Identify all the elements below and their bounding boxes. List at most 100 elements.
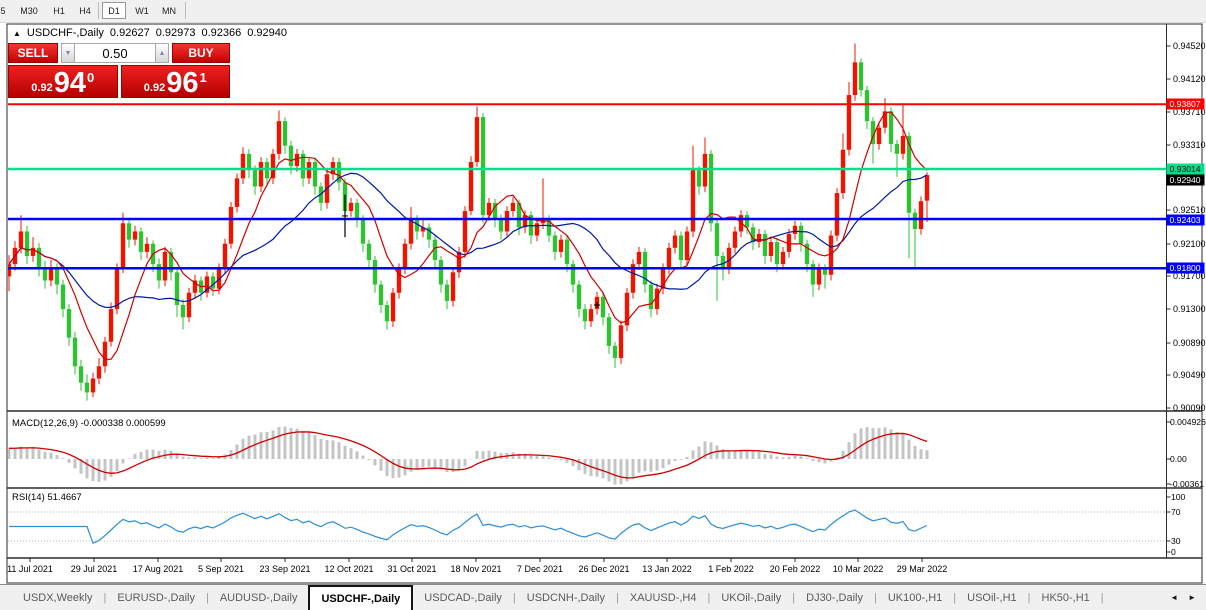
timeframe-button-d1[interactable]: D1: [102, 2, 126, 19]
tab-separator: |: [873, 591, 877, 604]
tab-dj30-daily[interactable]: DJ30-,Daily: [806, 591, 863, 604]
timeframe-button-h4[interactable]: H4: [79, 5, 91, 16]
svg-text:0.91800: 0.91800: [1170, 263, 1201, 273]
scroll-left-icon[interactable]: ◄: [1170, 593, 1179, 602]
svg-text:0.91700: 0.91700: [1173, 271, 1206, 281]
volume-decrease-button[interactable]: ▼: [61, 43, 75, 63]
svg-text:0.90090: 0.90090: [1173, 403, 1206, 413]
svg-text:100: 100: [1171, 492, 1186, 502]
svg-text:29 Jul 2021: 29 Jul 2021: [71, 564, 118, 574]
chevron-up-icon: ▲: [158, 49, 166, 57]
tab-usdx-weekly[interactable]: USDX,Weekly: [23, 591, 93, 604]
buy-price-box[interactable]: 0.92 96 1: [120, 65, 230, 99]
svg-text:0.004926: 0.004926: [1170, 417, 1206, 427]
tab-separator: |: [1100, 591, 1104, 604]
tab-separator: |: [205, 591, 209, 604]
volume-increase-button[interactable]: ▲: [155, 43, 169, 63]
svg-text:-0.00361: -0.00361: [1170, 479, 1204, 489]
tab-uk100-h1[interactable]: UK100-,H1: [887, 591, 943, 604]
tab-separator: |: [953, 591, 957, 604]
buy-price-sup: 1: [199, 70, 207, 85]
svg-text:0.92403: 0.92403: [1170, 215, 1201, 225]
svg-text:0.90890: 0.90890: [1173, 338, 1206, 348]
tab-xauusd-h4[interactable]: XAUUSD-,H4: [629, 591, 697, 604]
tab-separator: |: [103, 591, 107, 604]
svg-text:0.90490: 0.90490: [1173, 370, 1206, 380]
svg-text:0.91300: 0.91300: [1173, 304, 1206, 314]
candles: [8, 43, 930, 401]
svg-text:0.92940: 0.92940: [1170, 175, 1201, 185]
ohlc-open: 0.92627: [109, 27, 150, 39]
svg-text:13 Jan 2022: 13 Jan 2022: [642, 564, 692, 574]
chart-objects[interactable]: [342, 194, 600, 308]
buy-button[interactable]: BUY: [172, 43, 230, 63]
svg-text:30: 30: [1171, 536, 1181, 546]
tab-separator: |: [512, 591, 516, 604]
svg-text:18 Nov 2021: 18 Nov 2021: [450, 564, 501, 574]
tab-scroll-buttons: ◄ ►: [1170, 585, 1206, 610]
rsi-indicator: [8, 509, 1166, 545]
sell-button[interactable]: SELL: [8, 43, 58, 63]
price-tag: 0.92940: [1166, 174, 1205, 186]
svg-text:0.93310: 0.93310: [1173, 140, 1206, 150]
price-axis: 0.94520 0.94120 0.93710 0.93310 0.92510 0.921…: [1166, 41, 1206, 557]
tab-separator: |: [616, 591, 619, 604]
svg-text:7 Dec 2021: 7 Dec 2021: [517, 564, 563, 574]
chart-symbol: USDCHF-,Daily: [26, 27, 104, 39]
timeframe-button-w1[interactable]: W1: [135, 5, 149, 16]
sell-price-big: 94: [53, 67, 86, 99]
svg-text:0.93807: 0.93807: [1170, 99, 1201, 109]
tab-audusd-daily[interactable]: AUDUSD-,Daily: [219, 591, 298, 604]
tab-ukoil-daily[interactable]: UKOil-,Daily: [721, 591, 782, 604]
price-tag: 0.91800: [1166, 262, 1205, 274]
svg-text:0.94520: 0.94520: [1173, 41, 1206, 51]
svg-text:0.93710: 0.93710: [1173, 107, 1206, 117]
sell-price-sup: 0: [86, 70, 95, 85]
svg-text:29 Mar 2022: 29 Mar 2022: [897, 564, 948, 574]
ohlc-low: 0.92366: [201, 27, 242, 39]
timeframe-button-m30[interactable]: M30: [20, 5, 38, 16]
svg-text:10 Mar 2022: 10 Mar 2022: [833, 564, 884, 574]
tab-eurusd-daily[interactable]: EURUSD-,Daily: [117, 591, 195, 604]
tab-separator: |: [1027, 591, 1031, 604]
moving-averages: [8, 111, 928, 360]
ohlc-close: 0.92940: [247, 27, 287, 39]
svg-text:0.94120: 0.94120: [1173, 74, 1206, 84]
tab-usdcnh-daily[interactable]: USDCNH-,Daily: [526, 591, 606, 604]
svg-text:26 Dec 2021: 26 Dec 2021: [578, 564, 629, 574]
price-tag: 0.93807: [1166, 98, 1205, 110]
svg-text:0.93014: 0.93014: [1170, 164, 1201, 174]
toolbar-separator: [185, 2, 186, 19]
macd-indicator: [8, 426, 929, 485]
svg-text:23 Sep 2021: 23 Sep 2021: [259, 564, 310, 574]
tab-separator: |: [707, 591, 711, 604]
tab-usdchf-daily[interactable]: USDCHF-,Daily: [308, 585, 414, 610]
collapse-panel-icon[interactable]: ▲: [13, 28, 21, 38]
buy-price-big: 96: [166, 67, 199, 99]
chart-title: ▲ USDCHF-,Daily 0.92627 0.92973 0.92366 …: [13, 27, 287, 39]
volume-input[interactable]: 0.50: [75, 43, 155, 63]
svg-text:11 Jul 2021: 11 Jul 2021: [7, 564, 53, 574]
timeframe-toolbar: 5 M30 H1 H4 D1 W1 MN: [0, 0, 1206, 23]
scroll-right-icon[interactable]: ►: [1188, 593, 1196, 602]
tab-usdcad-daily[interactable]: USDCAD-,Daily: [424, 591, 502, 604]
date-axis: 11 Jul 2021 29 Jul 2021 17 Aug 2021 5 Sep 2…: [7, 558, 947, 574]
buy-price-small: 0.92: [143, 82, 166, 94]
sell-price-box[interactable]: 0.92 94 0: [8, 65, 118, 98]
timeframe-button-h1[interactable]: H1: [53, 5, 65, 16]
svg-text:0: 0: [1171, 547, 1176, 557]
timeframe-button-5[interactable]: 5: [0, 5, 6, 16]
svg-text:31 Oct 2021: 31 Oct 2021: [387, 564, 436, 574]
svg-text:5 Sep 2021: 5 Sep 2021: [198, 564, 244, 574]
rsi-label: RSI(14) 51.4667: [12, 492, 82, 503]
tab-hk50-h1[interactable]: HK50-,H1: [1041, 591, 1090, 604]
tab-usoil-h1[interactable]: USOil-,H1: [967, 591, 1017, 604]
svg-text:0.92510: 0.92510: [1173, 205, 1206, 215]
svg-text:70: 70: [1171, 507, 1181, 517]
svg-text:20 Feb 2022: 20 Feb 2022: [770, 564, 821, 574]
svg-text:12 Oct 2021: 12 Oct 2021: [324, 564, 373, 574]
ohlc-high: 0.92973: [155, 27, 196, 39]
chart-tabs: USDX,Weekly | EURUSD-,Daily | AUDUSD-,Daily U…: [0, 584, 1206, 610]
timeframe-button-mn[interactable]: MN: [162, 5, 176, 16]
